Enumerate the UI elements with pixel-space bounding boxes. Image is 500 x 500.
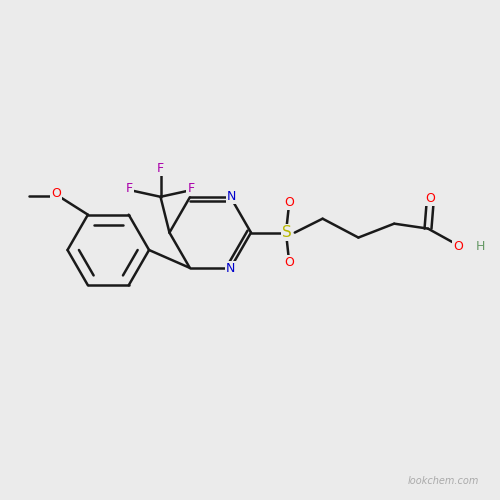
Text: O: O xyxy=(51,187,61,200)
Text: O: O xyxy=(454,240,464,253)
Text: O: O xyxy=(284,196,294,209)
Text: H: H xyxy=(476,240,486,253)
Text: O: O xyxy=(425,192,435,205)
Text: S: S xyxy=(282,225,292,240)
Text: N: N xyxy=(226,262,235,276)
Text: N: N xyxy=(227,190,236,203)
Text: lookchem.com: lookchem.com xyxy=(408,476,478,486)
Text: O: O xyxy=(284,256,294,269)
Text: F: F xyxy=(126,182,132,196)
Text: F: F xyxy=(157,162,164,175)
Text: F: F xyxy=(188,182,194,196)
